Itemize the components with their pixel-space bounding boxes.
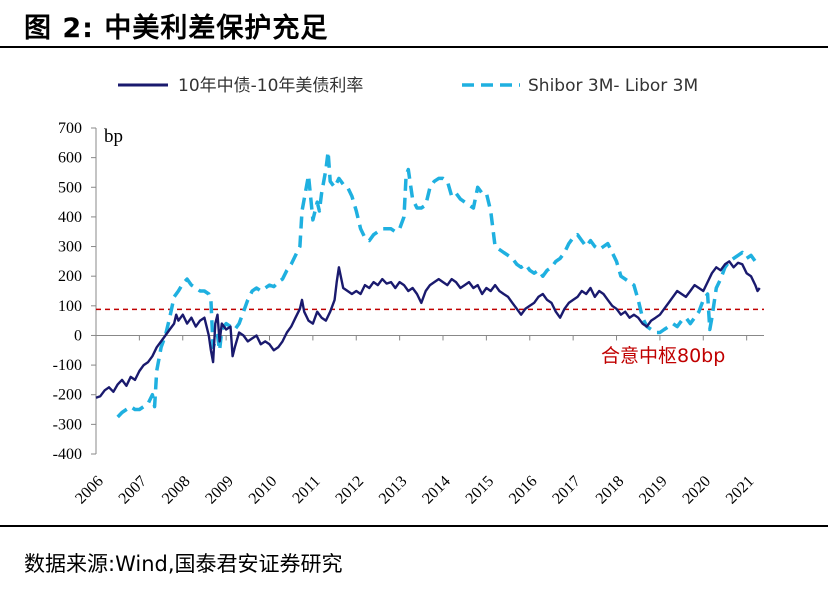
y-tick-label: 300	[58, 239, 82, 256]
x-tick-label: 2007	[116, 473, 151, 508]
y-unit-label: bp	[104, 126, 123, 147]
y-tick-label: -300	[53, 416, 82, 433]
x-tick-label: 2018	[593, 473, 628, 508]
series-line-shibor-libor	[116, 149, 761, 419]
x-tick-label: 2008	[159, 473, 194, 508]
y-tick-label: 200	[58, 268, 82, 285]
x-tick-label: 2012	[332, 473, 367, 508]
y-tick-label: -200	[53, 387, 82, 404]
x-tick-label: 2017	[549, 473, 584, 508]
x-tick-label: 2009	[202, 473, 237, 508]
x-tick-label: 2020	[679, 473, 714, 508]
y-tick-label: 0	[74, 327, 82, 344]
x-tick-label: 2011	[289, 473, 323, 507]
y-tick-label: -400	[53, 446, 82, 463]
figure-title: 图 2: 中美利差保护充足	[24, 13, 329, 44]
y-tick-label: 100	[58, 298, 82, 315]
y-tick-label: 400	[58, 209, 82, 226]
x-tick-label: 2006	[72, 473, 107, 508]
top-rule	[0, 46, 828, 48]
y-axis: 700 600 500 400 300 200 100 0 -100 -200 -300 -400	[53, 120, 97, 463]
y-tick-label: 700	[58, 120, 82, 137]
x-tick-label: 2019	[636, 473, 671, 508]
line-chart: 10年中债-10年美债利率 Shibor 3M- Libor 3M bp 700…	[53, 76, 764, 508]
x-tick-label: 2013	[376, 473, 411, 508]
legend-label-spread: 10年中债-10年美债利率	[178, 76, 363, 96]
legend-label-shibor-libor: Shibor 3M- Libor 3M	[528, 76, 698, 96]
bottom-rule	[0, 525, 828, 527]
source-note: 数据来源:Wind,国泰君安证券研究	[24, 552, 343, 576]
x-tick-label: 2016	[506, 473, 541, 508]
x-tick-label: 2021	[723, 473, 758, 508]
x-tick-label: 2010	[246, 473, 281, 508]
y-tick-label: -100	[53, 357, 82, 374]
series-line-spread	[95, 260, 761, 399]
x-tick-label: 2015	[463, 473, 498, 508]
legend: 10年中债-10年美债利率 Shibor 3M- Libor 3M	[118, 76, 698, 96]
reference-line-label: 合意中枢80bp	[601, 345, 725, 367]
x-tick-label: 2014	[419, 473, 454, 508]
y-tick-label: 600	[58, 150, 82, 167]
y-tick-label: 500	[58, 179, 82, 196]
series-group	[95, 149, 761, 419]
